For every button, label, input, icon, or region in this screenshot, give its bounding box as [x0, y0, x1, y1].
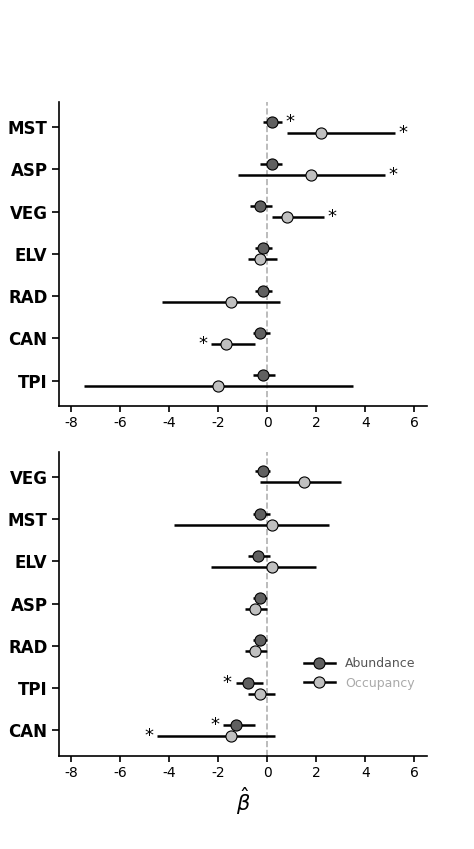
Text: *: *: [286, 113, 295, 131]
Text: *: *: [328, 208, 337, 226]
Text: *: *: [145, 727, 154, 745]
Text: *: *: [199, 335, 208, 353]
Text: *: *: [223, 673, 232, 692]
Text: *: *: [389, 166, 398, 184]
Legend: Abundance, Occupancy: Abundance, Occupancy: [299, 652, 420, 694]
X-axis label: $\hat{\beta}$: $\hat{\beta}$: [236, 785, 250, 818]
Text: *: *: [210, 716, 219, 734]
Text: *: *: [399, 124, 408, 142]
